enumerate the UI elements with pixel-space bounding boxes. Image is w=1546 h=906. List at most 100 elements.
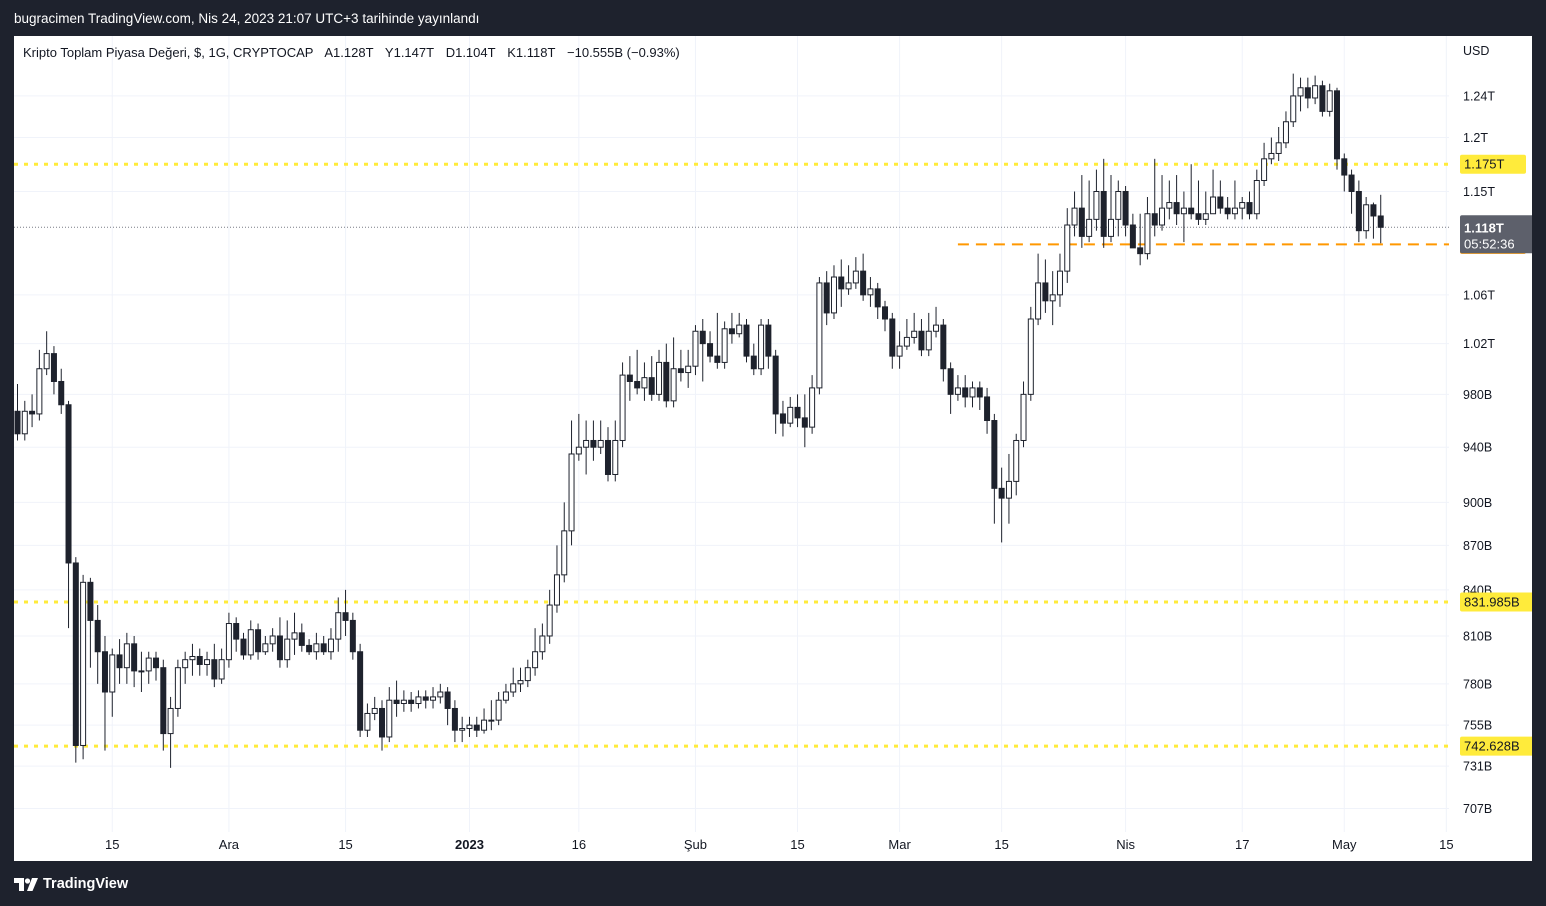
candle[interactable] <box>211 643 218 688</box>
candle[interactable] <box>728 312 735 344</box>
candle[interactable] <box>1108 175 1114 243</box>
candle[interactable] <box>1180 191 1187 243</box>
candle[interactable] <box>437 683 444 704</box>
candle[interactable] <box>976 381 983 410</box>
candle[interactable] <box>590 420 597 461</box>
candle[interactable] <box>306 639 313 655</box>
candle[interactable] <box>1166 180 1173 220</box>
candle[interactable] <box>1144 197 1151 260</box>
candle[interactable] <box>736 312 743 338</box>
candle[interactable] <box>291 612 298 655</box>
candle[interactable] <box>1304 77 1311 109</box>
candle[interactable] <box>619 362 626 448</box>
candle[interactable] <box>809 375 816 434</box>
candle[interactable] <box>495 691 502 726</box>
candle[interactable] <box>1333 87 1340 170</box>
currency-label[interactable]: USD <box>1463 44 1490 58</box>
candle[interactable] <box>298 623 305 652</box>
candle[interactable] <box>838 259 845 307</box>
candle[interactable] <box>860 253 867 301</box>
chart-frame[interactable]: 15 Ara 15 2023 16 Şub 15 Mar 15 Nis 17 May 15 1.24T 1… <box>14 36 1532 861</box>
candle[interactable] <box>663 343 670 408</box>
candle[interactable] <box>1268 137 1275 165</box>
candle[interactable] <box>1159 175 1166 231</box>
candle[interactable] <box>43 331 50 376</box>
candle[interactable] <box>918 318 925 357</box>
candle[interactable] <box>466 716 473 737</box>
candle[interactable] <box>415 690 422 709</box>
candle[interactable] <box>925 312 932 357</box>
candle[interactable] <box>539 623 546 660</box>
candle[interactable] <box>991 413 998 524</box>
candle[interactable] <box>451 700 458 743</box>
candle[interactable] <box>1151 158 1158 237</box>
candle[interactable] <box>109 648 116 717</box>
candle[interactable] <box>196 648 203 676</box>
candle[interactable] <box>1355 180 1362 243</box>
candle[interactable] <box>1224 197 1231 220</box>
candle[interactable] <box>1071 191 1078 237</box>
candle[interactable] <box>969 381 976 408</box>
candle[interactable] <box>524 659 531 688</box>
candle[interactable] <box>444 687 451 726</box>
candle[interactable] <box>1290 73 1297 127</box>
candle[interactable] <box>561 502 568 583</box>
candle[interactable] <box>1210 169 1217 215</box>
candle[interactable] <box>575 413 582 461</box>
candle[interactable] <box>677 349 684 382</box>
candle[interactable] <box>604 427 611 482</box>
candle[interactable] <box>568 420 575 546</box>
candle[interactable] <box>65 400 72 629</box>
candle[interactable] <box>29 394 36 428</box>
candle[interactable] <box>1312 75 1319 105</box>
candle[interactable] <box>896 331 903 369</box>
candle[interactable] <box>430 687 437 709</box>
candle[interactable] <box>94 605 101 684</box>
candle[interactable] <box>1027 306 1034 401</box>
candle[interactable] <box>1042 259 1049 313</box>
candle[interactable] <box>204 651 211 676</box>
candle[interactable] <box>1195 180 1202 226</box>
candle[interactable] <box>189 643 196 676</box>
candle[interactable] <box>1078 175 1085 248</box>
candle[interactable] <box>1086 180 1093 243</box>
candle[interactable] <box>670 337 677 408</box>
candle[interactable] <box>320 635 327 655</box>
level-price-badge[interactable]: 831.985B <box>1460 592 1532 612</box>
candle[interactable] <box>138 651 145 692</box>
candle[interactable] <box>1115 180 1122 237</box>
candle[interactable] <box>962 375 969 408</box>
candle[interactable] <box>889 312 896 369</box>
candle[interactable] <box>255 623 262 660</box>
candle[interactable] <box>816 277 823 395</box>
candle[interactable] <box>750 343 757 376</box>
candle[interactable] <box>1093 169 1100 231</box>
candle[interactable] <box>488 700 495 731</box>
candle[interactable] <box>116 639 123 684</box>
candlestick-chart[interactable]: 15 Ara 15 2023 16 Şub 15 Mar 15 Nis 17 May 15 1.24T1… <box>14 36 1532 861</box>
candle[interactable] <box>160 659 167 751</box>
candle[interactable] <box>14 384 21 441</box>
candle[interactable] <box>1056 253 1063 307</box>
candle[interactable] <box>787 396 794 428</box>
candle[interactable] <box>1100 158 1107 248</box>
candle[interactable] <box>379 700 385 751</box>
candle[interactable] <box>1202 191 1209 226</box>
candle[interactable] <box>685 349 692 388</box>
candle[interactable] <box>954 375 961 401</box>
candle[interactable] <box>532 628 539 676</box>
candle[interactable] <box>1188 164 1195 220</box>
candle[interactable] <box>276 617 283 668</box>
candle[interactable] <box>903 318 910 350</box>
candle[interactable] <box>692 325 699 376</box>
candle[interactable] <box>284 620 291 668</box>
candle[interactable] <box>1049 271 1056 326</box>
candle[interactable] <box>131 635 138 688</box>
candle[interactable] <box>758 318 765 376</box>
candle[interactable] <box>772 349 779 434</box>
candle[interactable] <box>335 597 342 652</box>
candle[interactable] <box>247 620 254 660</box>
candle[interactable] <box>1377 194 1384 244</box>
candle[interactable] <box>1326 83 1333 117</box>
candle[interactable] <box>400 690 407 712</box>
